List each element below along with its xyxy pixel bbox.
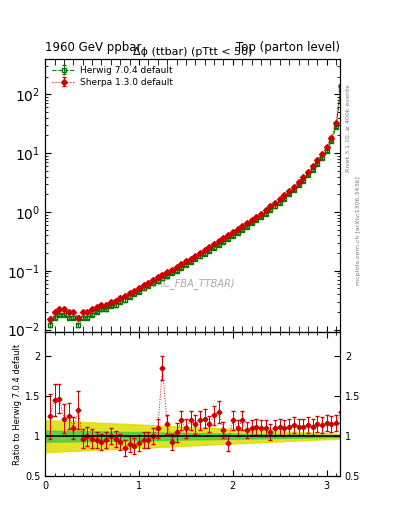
Y-axis label: Ratio to Herwig 7.0.4 default: Ratio to Herwig 7.0.4 default — [13, 344, 22, 465]
Text: mcplots.cern.ch [arXiv:1306.3436]: mcplots.cern.ch [arXiv:1306.3436] — [356, 176, 361, 285]
Text: 1960 GeV ppbar: 1960 GeV ppbar — [45, 41, 142, 54]
Text: Top (parton level): Top (parton level) — [236, 41, 340, 54]
Text: (MC_FBA_TTBAR): (MC_FBA_TTBAR) — [151, 278, 234, 289]
Text: Rivet 3.1.10, ≥ 400k events: Rivet 3.1.10, ≥ 400k events — [346, 84, 351, 172]
Title: Δϕ (ttbar) (pTtt < 50): Δϕ (ttbar) (pTtt < 50) — [133, 47, 252, 57]
Legend: Herwig 7.0.4 default, Sherpa 1.3.0 default: Herwig 7.0.4 default, Sherpa 1.3.0 defau… — [50, 63, 175, 90]
